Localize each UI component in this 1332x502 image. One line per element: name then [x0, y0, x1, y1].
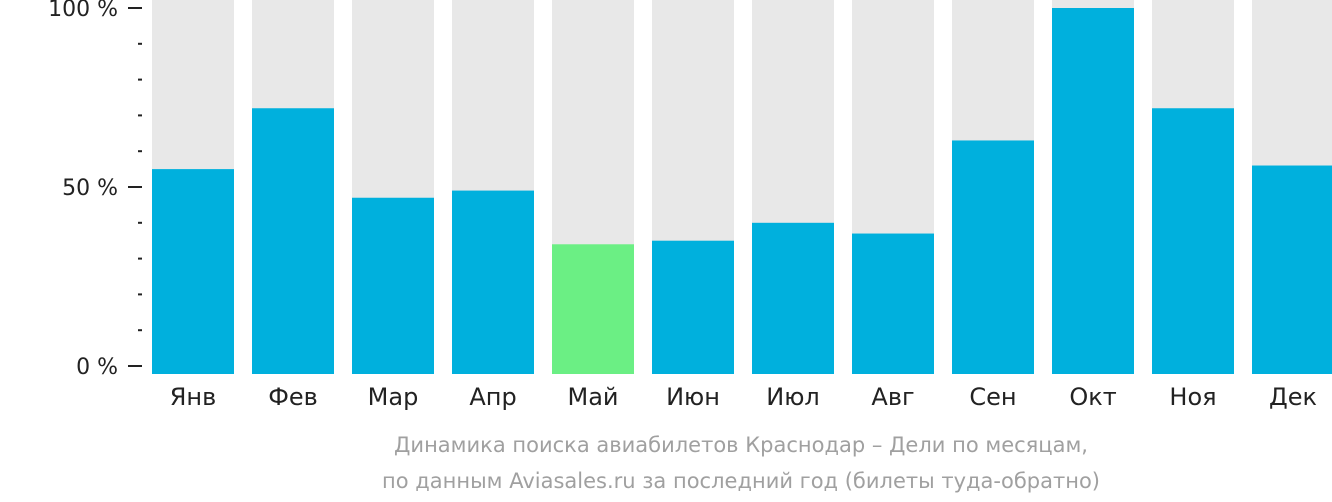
x-tick-label: Июл [766, 383, 820, 411]
bar [152, 169, 234, 374]
bar [1152, 108, 1234, 375]
y-tick-label: 50 % [62, 176, 118, 201]
bar [852, 233, 934, 374]
x-tick-label: Май [567, 383, 618, 411]
x-tick-label: Авг [871, 383, 914, 411]
x-tick-label: Мар [368, 383, 419, 411]
x-tick-label: Янв [170, 383, 217, 411]
x-tick-label: Дек [1269, 383, 1317, 411]
y-tick-label: 100 % [48, 0, 118, 22]
bar [252, 108, 334, 375]
caption-line: Динамика поиска авиабилетов Краснодар – … [394, 433, 1088, 457]
x-tick-label: Июн [666, 383, 720, 411]
x-tick-label: Ноя [1169, 383, 1216, 411]
y-tick-label: 0 % [76, 355, 118, 380]
bar [452, 190, 534, 374]
x-tick-label: Окт [1069, 383, 1116, 411]
x-tick-label: Сен [969, 383, 1016, 411]
bar [1252, 165, 1332, 374]
chart-caption: Динамика поиска авиабилетов Краснодар – … [382, 433, 1100, 493]
bars-group [152, 0, 1332, 375]
x-axis-labels: Янв Фев Мар Апр Май Июн Июл Авг Сен Окт Ноя Дек [170, 383, 1317, 411]
bar [1052, 8, 1134, 374]
bar [952, 140, 1034, 374]
x-tick-label: Фев [268, 383, 318, 411]
y-axis: 100 % 50 % 0 % [48, 0, 142, 380]
x-tick-label: Апр [469, 383, 516, 411]
bar [752, 222, 834, 374]
bar [652, 240, 734, 374]
caption-line: по данным Aviasales.ru за последний год … [382, 469, 1100, 493]
bar [552, 244, 634, 374]
bar [352, 197, 434, 374]
